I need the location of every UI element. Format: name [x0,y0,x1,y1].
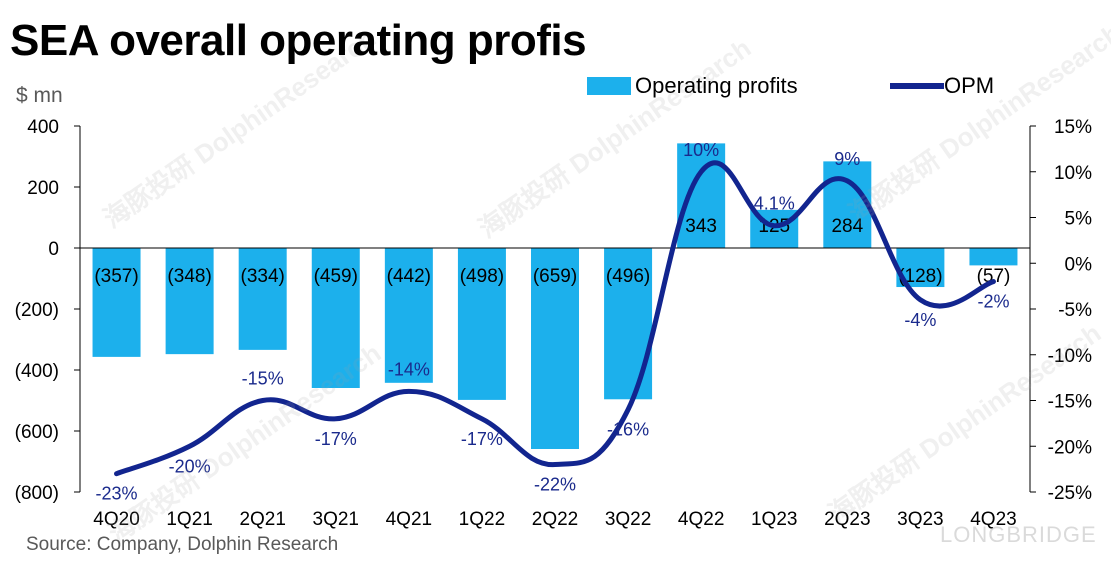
opm-data-label: -20% [169,456,211,476]
chart-title: SEA overall operating profis [10,16,587,65]
bar-data-label: (442) [387,266,431,287]
left-tick-label: 0 [48,239,59,260]
x-tick-label: 3Q22 [605,509,651,530]
right-tick-label: -10% [1048,346,1092,367]
legend-swatch-bar [587,77,631,95]
x-tick-label: 2Q23 [824,509,870,530]
right-tick-label: 15% [1054,117,1092,138]
left-tick-label: (600) [15,422,59,443]
bar-data-label: (348) [167,266,211,287]
left-tick-label: 400 [27,117,59,138]
opm-data-label: -14% [388,359,430,379]
x-tick-label: 2Q22 [532,509,578,530]
bar-data-label: (459) [314,266,358,287]
x-tick-label: 1Q23 [751,509,797,530]
x-tick-label: 1Q22 [459,509,505,530]
legend-item-bar: Operating profits [587,73,798,99]
opm-data-label: -17% [315,429,357,449]
left-tick-label: (200) [15,300,59,321]
opm-data-label: -4% [904,310,936,330]
opm-data-label: -15% [242,369,284,389]
x-tick-label: 3Q23 [897,509,943,530]
legend-label-line: OPM [944,73,995,98]
bar-3Q21 [311,248,360,388]
bar-2Q22 [531,248,579,449]
x-tick-label: 3Q21 [313,509,359,530]
right-tick-label: -15% [1048,392,1092,413]
opm-data-label: -16% [607,420,649,440]
bar-data-label: (334) [241,266,285,287]
bar-4Q20 [92,248,141,357]
opm-data-label: 10% [683,140,719,160]
x-tick-label: 2Q21 [239,509,285,530]
bar-data-label: 284 [831,216,863,237]
bar-data-label: (496) [606,266,650,287]
opm-data-label: -22% [534,475,576,495]
bar-4Q23 [969,248,1018,266]
bar-data-label: (128) [898,266,942,287]
right-tick-label: -5% [1058,300,1092,321]
bar-2Q21 [238,248,287,350]
opm-line [114,160,996,477]
left-tick-label: (800) [15,483,59,504]
x-tick-label: 4Q21 [386,509,432,530]
bar-1Q21 [165,248,214,355]
source-note: Source: Company, Dolphin Research [26,534,339,555]
legend-item-line: OPM [890,73,994,99]
bar-data-label: (57) [977,266,1011,287]
x-tick-label: 4Q23 [970,509,1016,530]
bar-4Q21 [384,248,433,383]
left-tick-label: (400) [15,361,59,382]
right-tick-label: -20% [1048,437,1092,458]
opm-data-label: 9% [834,149,860,169]
right-tick-label: -25% [1048,483,1092,504]
right-tick-label: 5% [1065,209,1093,230]
right-tick-label: 0% [1065,254,1093,275]
x-tick-label: 4Q22 [678,509,724,530]
bar-2Q23 [823,161,872,248]
x-tick-label: 4Q20 [93,509,139,530]
y-axis-unit: $ mn [16,84,63,107]
bar-1Q22 [457,248,506,400]
opm-data-label: 4.1% [754,194,795,214]
bar-data-label: 343 [685,216,717,237]
brand-watermark: LONGBRIDGE [940,522,1097,547]
opm-data-label: -17% [461,429,503,449]
bar-data-label: (357) [94,266,138,287]
opm-data-label: -23% [96,484,138,504]
legend-label-bar: Operating profits [635,73,798,98]
left-tick-label: 200 [27,178,59,199]
opm-data-label: -2% [977,292,1009,312]
bar-data-label: (659) [533,266,577,287]
legend-swatch-line [890,83,944,89]
bar-data-label: (498) [460,266,504,287]
x-tick-label: 1Q21 [166,509,212,530]
right-tick-label: 10% [1054,163,1092,184]
